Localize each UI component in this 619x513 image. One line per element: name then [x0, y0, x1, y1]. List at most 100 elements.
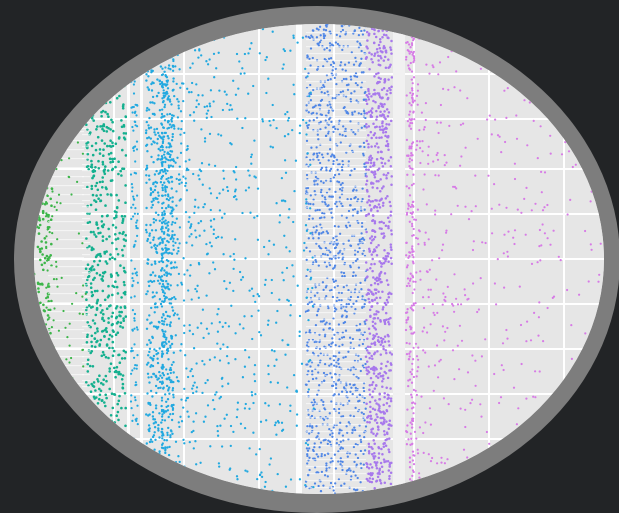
point	[308, 432, 311, 435]
point	[166, 113, 169, 116]
point	[364, 99, 368, 102]
point	[371, 472, 374, 475]
point	[132, 245, 135, 248]
point	[200, 322, 203, 325]
point	[116, 237, 120, 240]
point	[174, 65, 177, 68]
point	[291, 128, 294, 132]
point	[42, 380, 45, 384]
point	[373, 248, 376, 251]
point	[330, 400, 333, 403]
point	[41, 217, 45, 221]
point	[205, 60, 208, 63]
point	[182, 438, 185, 442]
point	[240, 278, 243, 281]
point	[132, 414, 135, 417]
point	[382, 377, 385, 381]
point	[228, 108, 231, 112]
point	[34, 157, 38, 161]
point	[45, 437, 48, 440]
point	[171, 135, 174, 139]
point	[93, 276, 96, 280]
point	[372, 41, 376, 45]
point	[94, 331, 97, 335]
point	[35, 79, 39, 83]
point	[407, 207, 410, 210]
point	[367, 32, 371, 35]
row-stripe	[82, 440, 90, 442]
point	[178, 178, 182, 181]
point	[180, 398, 183, 401]
point	[124, 406, 127, 410]
point	[268, 239, 271, 243]
row-stripe	[48, 185, 84, 187]
point	[186, 410, 189, 413]
point	[309, 194, 312, 197]
point	[389, 88, 392, 92]
point	[160, 230, 164, 233]
point	[163, 167, 166, 171]
point	[345, 390, 349, 394]
point	[45, 39, 48, 42]
point	[373, 313, 376, 316]
point	[148, 234, 151, 237]
point	[157, 213, 160, 217]
point	[315, 453, 318, 456]
point	[161, 174, 165, 178]
point	[406, 264, 409, 267]
point	[49, 45, 53, 49]
point	[330, 195, 333, 198]
row-stripe	[82, 278, 90, 280]
point	[345, 384, 348, 387]
point	[325, 169, 328, 172]
point	[45, 235, 48, 238]
point	[229, 104, 232, 107]
row-stripe	[48, 338, 84, 340]
point	[55, 167, 58, 171]
point	[382, 420, 386, 424]
point	[325, 230, 328, 233]
point	[167, 126, 171, 130]
point	[86, 76, 89, 79]
point	[319, 441, 323, 444]
point	[85, 237, 88, 240]
point	[322, 28, 326, 31]
row-stripe	[82, 254, 90, 256]
point	[370, 115, 374, 119]
point	[309, 232, 312, 235]
point	[130, 80, 133, 83]
point	[386, 142, 390, 146]
point	[380, 447, 383, 451]
point	[159, 65, 163, 68]
point	[66, 98, 69, 101]
point	[170, 418, 174, 422]
point	[205, 242, 208, 246]
point	[92, 440, 95, 443]
point	[147, 280, 150, 283]
point	[36, 484, 39, 487]
point	[370, 253, 374, 256]
point	[94, 142, 98, 145]
point	[326, 254, 329, 257]
point	[124, 471, 127, 474]
point	[329, 78, 332, 81]
point	[372, 237, 375, 241]
point	[270, 278, 273, 282]
point	[363, 29, 366, 32]
point	[269, 381, 272, 384]
point	[305, 274, 308, 278]
point	[45, 306, 48, 309]
point	[207, 332, 210, 335]
point	[375, 332, 378, 336]
point	[169, 346, 172, 349]
point	[371, 407, 375, 411]
point	[253, 379, 257, 383]
row-stripe	[82, 200, 90, 202]
row-stripe	[48, 257, 84, 259]
point	[372, 432, 375, 436]
point	[177, 250, 180, 253]
point	[244, 257, 247, 260]
point	[150, 69, 153, 72]
point	[47, 74, 50, 78]
point	[55, 208, 58, 212]
